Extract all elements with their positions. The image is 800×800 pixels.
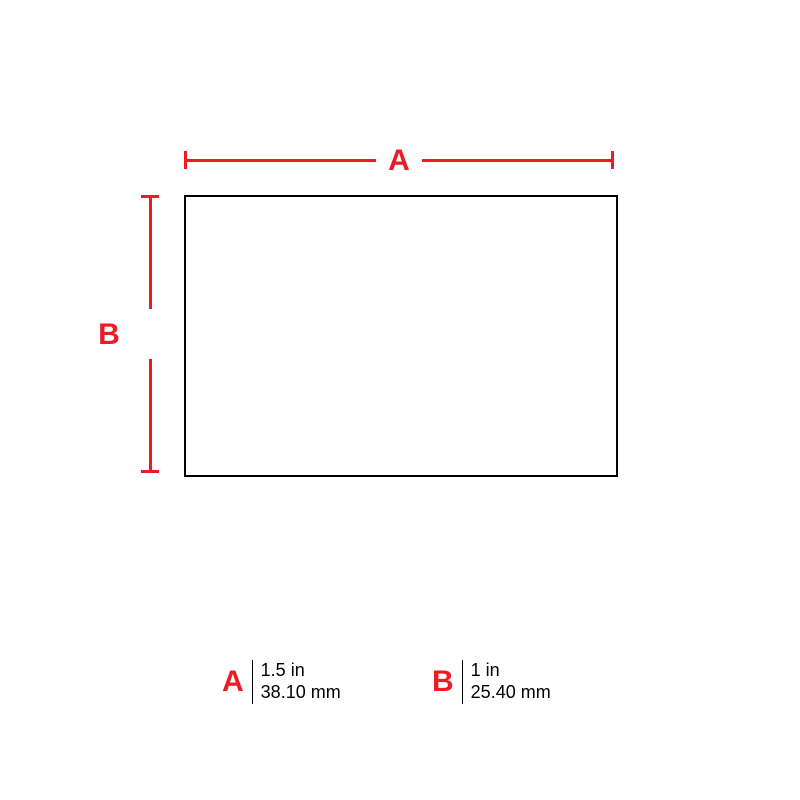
legend-b-separator: [462, 660, 463, 704]
label-rectangle: [184, 195, 618, 477]
legend-a-separator: [252, 660, 253, 704]
legend-a-values: 1.5 in 38.10 mm: [261, 660, 341, 703]
legend-b-mm: 25.40 mm: [471, 682, 551, 704]
legend-b-inches: 1 in: [471, 660, 551, 682]
dimension-b-line-bottom: [149, 359, 152, 473]
dimension-diagram: A B A 1.5 in 38.10 mm B 1 in 25.40 mm: [0, 0, 800, 800]
legend-b-values: 1 in 25.40 mm: [471, 660, 551, 703]
dimension-a-line-left: [184, 159, 376, 162]
dimension-a-line-right: [422, 159, 614, 162]
legend-a-mm: 38.10 mm: [261, 682, 341, 704]
dimension-a-label: A: [376, 146, 422, 176]
dimension-b-line-top: [149, 195, 152, 309]
dimension-b-label: B: [94, 320, 124, 350]
dimension-a-cap-left: [184, 151, 187, 169]
dimension-a-cap-right: [611, 151, 614, 169]
dimension-b-cap-bottom: [141, 470, 159, 473]
legend-a: A 1.5 in 38.10 mm: [222, 660, 341, 704]
legend-a-letter: A: [222, 667, 244, 697]
dimension-b-cap-top: [141, 195, 159, 198]
legend-b-letter: B: [432, 667, 454, 697]
legend-a-inches: 1.5 in: [261, 660, 341, 682]
legend-b: B 1 in 25.40 mm: [432, 660, 551, 704]
